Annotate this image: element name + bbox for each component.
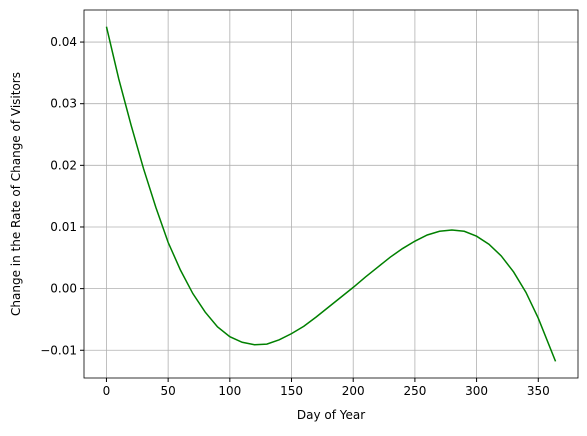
x-tick-label: 150 <box>280 384 303 398</box>
x-tick-label: 350 <box>527 384 550 398</box>
y-tick-label: 0.04 <box>50 35 77 49</box>
x-axis-label: Day of Year <box>297 408 365 422</box>
plot-frame <box>83 9 579 379</box>
line <box>105 26 557 362</box>
x-tick-label: 50 <box>161 384 176 398</box>
y-axis-label: Change in the Rate of Change of Visitors <box>9 72 23 316</box>
y-tick-label: 0.00 <box>50 282 77 296</box>
x-tick-label: 200 <box>342 384 365 398</box>
y-tick-label: 0.03 <box>50 97 77 111</box>
x-tick-label: 250 <box>403 384 426 398</box>
x-tick-label: 0 <box>103 384 111 398</box>
y-tick-label: −0.01 <box>40 343 77 357</box>
x-tick-label: 100 <box>218 384 241 398</box>
y-tick-label: 0.02 <box>50 158 77 172</box>
x-tick-label: 300 <box>465 384 488 398</box>
y-tick-label: 0.01 <box>50 220 77 234</box>
